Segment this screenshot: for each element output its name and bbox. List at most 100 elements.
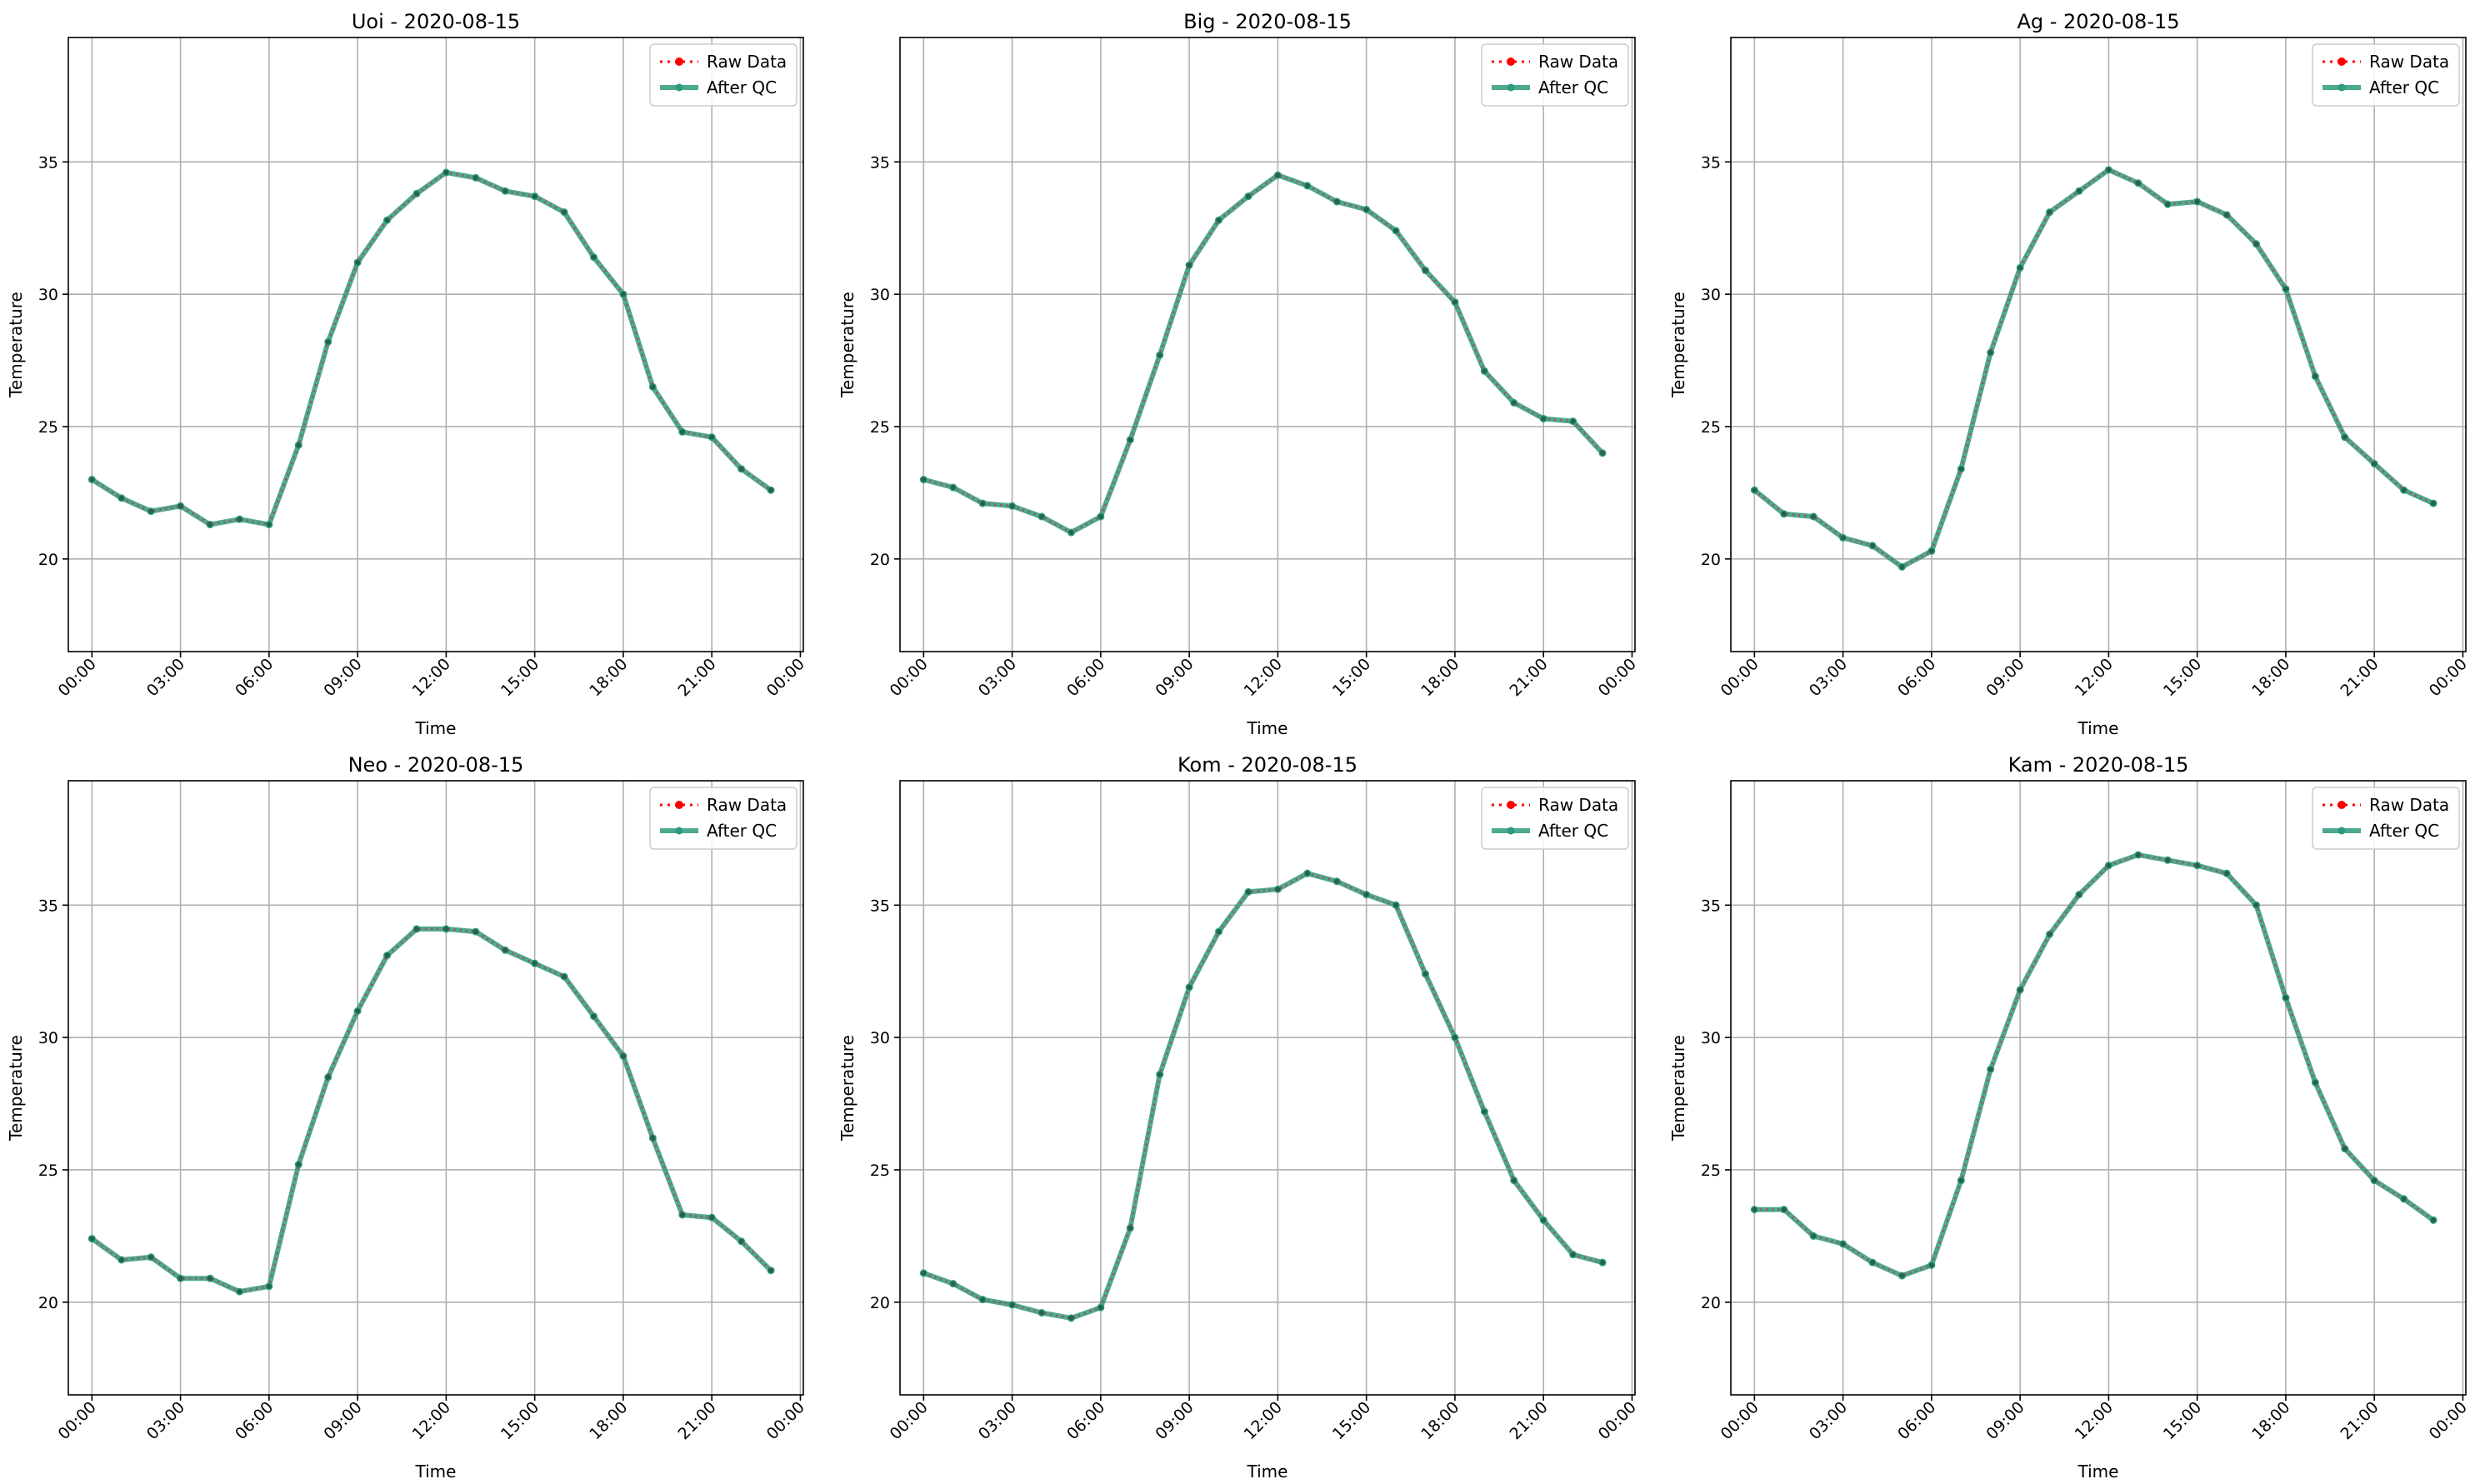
legend-label: After QC [2369,821,2439,841]
data-point-raw-data [502,188,508,194]
chart-panel: 20 25 30 35 00:00 03:00 06:00 09:00 12:00 15:00 18… [1668,753,2471,1482]
x-tick-label: 00:00 [763,1398,808,1443]
x-axis-label: Time [1247,718,1288,738]
legend-marker-after-qc [1507,827,1515,835]
data-point-raw-data [1363,207,1369,212]
data-point-raw-data [1870,1260,1876,1266]
x-tick-label: 12:00 [1241,1398,1286,1443]
series-line-after-qc [1752,852,2436,1278]
data-point-raw-data [1840,1241,1846,1247]
data-point-raw-data [2135,180,2141,186]
data-point-raw-data [1452,1035,1458,1041]
data-point-raw-data [1482,368,1488,374]
data-point-raw-data [921,477,927,482]
data-point-raw-data [650,1135,656,1141]
data-point-raw-data [1570,418,1576,424]
x-tick-label: 15:00 [2160,655,2205,700]
data-point-raw-data [2165,857,2171,863]
legend-marker-raw-data [1507,57,1515,66]
x-tick-label: 15:00 [498,1398,542,1443]
legend: Raw Data After QC [649,787,798,850]
data-point-raw-data [1928,1262,1934,1268]
x-axis-label: Time [2078,1462,2119,1482]
y-tick-label: 25 [1701,1162,1721,1180]
data-point-raw-data [118,495,124,501]
series-line-raw-data [1753,168,2434,568]
x-tick-label: 06:00 [1063,655,1108,700]
legend-label: After QC [707,821,777,841]
y-tick-label: 25 [38,418,58,437]
x-tick-label: 18:00 [586,1398,631,1443]
data-point-raw-data [768,1267,774,1273]
data-point-raw-data [148,1254,154,1260]
chart-panel: 20 25 30 35 00:00 03:00 06:00 09:00 12:00 15:00 18… [1668,10,2471,738]
data-point-raw-data [1899,1273,1905,1279]
y-tick-label: 20 [38,551,58,569]
data-point-raw-data [148,508,154,514]
chart-panel: 20 25 30 35 00:00 03:00 06:00 09:00 12:00 15:00 18… [838,10,1640,738]
y-tick-label: 30 [1701,286,1721,304]
x-tick-label: 03:00 [1806,655,1851,700]
legend-box [649,43,798,107]
data-point-raw-data [1511,400,1517,406]
data-point-raw-data [2282,286,2288,292]
data-point-raw-data [413,926,419,932]
plot-frame [68,37,804,652]
legend: Raw Data After QC [1481,787,1629,850]
data-point-raw-data [178,1276,183,1282]
data-point-raw-data [1068,530,1074,536]
plot-frame [1730,37,2467,652]
data-point-raw-data [921,1270,927,1276]
legend-box [2312,787,2460,850]
plot-frame [68,780,804,1396]
data-point-raw-data [980,501,986,507]
y-tick-label: 30 [870,286,890,304]
data-point-raw-data [502,947,508,953]
data-point-raw-data [980,1297,986,1302]
x-tick-label: 09:00 [320,1398,365,1443]
y-tick-label: 25 [870,418,890,437]
x-tick-label: 21:00 [1506,655,1551,700]
chart-title: Neo - 2020-08-15 [348,753,524,777]
x-tick-label: 12:00 [2072,655,2117,700]
data-point-raw-data [1928,548,1934,554]
data-point-raw-data [2047,932,2052,937]
data-point-raw-data [2342,1146,2348,1152]
x-tick-label: 21:00 [1506,1398,1551,1443]
y-tick-label: 30 [1701,1029,1721,1047]
y-tick-label: 30 [870,1029,890,1047]
x-tick-label: 21:00 [674,655,719,700]
data-point-raw-data [1304,182,1310,188]
series-line-after-qc [89,926,773,1295]
legend-box [649,787,798,850]
y-axis-label: Temperature [6,292,26,398]
series-line-after-qc [921,871,1605,1321]
data-point-raw-data [2076,892,2082,897]
x-tick-label: 21:00 [674,1398,719,1443]
data-point-raw-data [1245,193,1251,199]
data-point-raw-data [2224,212,2230,217]
chart-panel: 20 25 30 35 00:00 03:00 06:00 09:00 12:00 15:00 18… [6,753,808,1482]
plot-frame [1730,780,2467,1396]
series-line-raw-data [91,927,772,1293]
data-point-raw-data [1752,487,1758,493]
data-point-raw-data [1899,564,1905,570]
data-point-raw-data [2282,995,2288,1001]
data-point-raw-data [1452,299,1458,305]
y-axis-label: Temperature [838,1035,858,1142]
data-point-raw-data [1482,1109,1488,1115]
chart-title: Big - 2020-08-15 [1183,10,1352,33]
x-axis-label: Time [415,1462,457,1482]
data-point-raw-data [1422,267,1428,273]
data-point-raw-data [620,292,626,297]
data-point-raw-data [562,209,568,215]
data-point-raw-data [2076,188,2082,194]
legend-label: Raw Data [2369,795,2449,815]
data-point-raw-data [296,442,302,448]
legend-marker-raw-data [2338,801,2346,809]
data-point-raw-data [1781,511,1787,517]
data-point-raw-data [2312,373,2318,379]
series-line-raw-data [922,872,1603,1320]
data-point-raw-data [591,1013,597,1019]
x-tick-label: 03:00 [975,655,1020,700]
